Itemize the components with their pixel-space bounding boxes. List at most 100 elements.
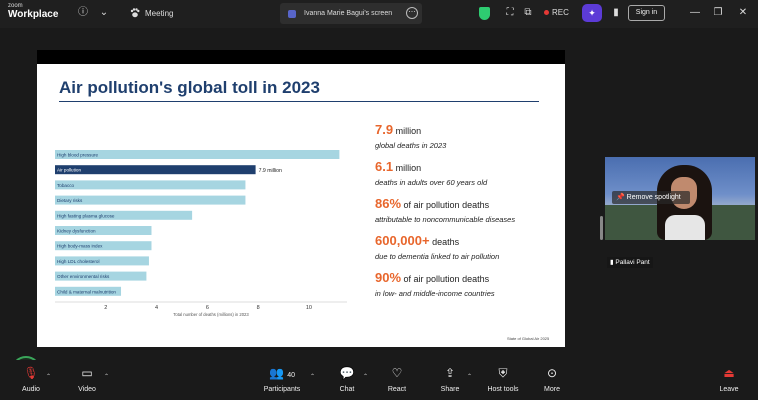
stat-unit: million — [393, 126, 422, 136]
paw-icon — [130, 8, 140, 18]
pin-icon: 📌 — [616, 194, 625, 201]
side-panel-icon[interactable]: ▮ — [613, 7, 619, 18]
more-options-icon[interactable]: ⋯ — [406, 7, 418, 19]
bar-category-label: Air pollution — [57, 168, 81, 173]
restore-icon[interactable]: ❐ — [713, 7, 723, 18]
bar-category-label: Kidney dysfunction — [57, 229, 96, 234]
bar-category-label: Tobacco — [57, 183, 75, 188]
chat-caret-icon[interactable]: ⌃ — [363, 374, 369, 380]
meeting-stage: Air pollution's global toll in 2023 High… — [0, 28, 758, 386]
chat-label: Chat — [339, 386, 355, 393]
bar-category-label: High blood pressure — [57, 153, 99, 158]
slide-source: State of Global Air 2025 — [507, 336, 550, 341]
stat-value: 7.9 — [375, 122, 394, 137]
brand-small: zoom — [8, 3, 23, 9]
stat-item: 600,000+ deaths due to dementia linked t… — [375, 232, 499, 261]
x-axis-title: Total number of deaths (millions) in 202… — [173, 312, 249, 317]
bar-category-label: High body-mass index — [57, 244, 103, 249]
meeting-tab[interactable]: Meeting — [130, 8, 173, 18]
chevron-down-icon[interactable]: ⌄ — [99, 7, 109, 18]
video-caret-icon[interactable]: ⌃ — [104, 374, 110, 380]
rec-label: REC — [552, 8, 569, 17]
chart-bar — [55, 286, 122, 296]
close-icon[interactable]: ✕ — [738, 7, 748, 18]
stat-value: 600,000+ — [375, 233, 430, 248]
participant-name: Pallavi Pant — [615, 259, 650, 266]
recording-indicator[interactable]: REC — [544, 8, 569, 17]
info-icon[interactable]: ⓘ — [78, 7, 88, 18]
participants-caret-icon[interactable]: ⌃ — [310, 374, 316, 380]
share-tab-label: Ivanna Marie Bagui's screen — [304, 10, 393, 17]
remove-spotlight-button[interactable]: 📌 Remove spotlight — [612, 191, 690, 204]
chart-bar — [55, 195, 246, 205]
stat-unit: million — [393, 163, 422, 173]
host-tools-label: Host tools — [487, 386, 519, 393]
share-caret-icon[interactable]: ⌃ — [467, 374, 473, 380]
chart-bar — [55, 271, 147, 281]
chart-bar — [55, 180, 246, 190]
share-button[interactable]: ⇪ Share — [438, 365, 462, 393]
participant-name-tag: ▮ Pallavi Pant — [607, 257, 653, 268]
fullscreen-icon[interactable]: ⛶ — [506, 7, 514, 18]
ai-companion-icon[interactable]: ✦ — [582, 4, 602, 22]
risk-factor-chart: High blood pressure Air pollution 7.9 mill… — [37, 50, 565, 347]
react-label: React — [387, 386, 407, 393]
stat-item: 90% of air pollution deaths in low- and … — [375, 269, 495, 298]
participants-count: 40 — [287, 372, 296, 379]
heart-icon: ♡ — [391, 366, 403, 380]
stat-item: 7.9 million global deaths in 2023 — [375, 121, 446, 150]
audio-caret-icon[interactable]: ⌃ — [46, 374, 52, 380]
x-tick-label: 8 — [257, 305, 260, 311]
minimize-icon[interactable]: — — [690, 7, 700, 18]
stat-unit: deaths — [429, 237, 460, 247]
host-tools-button[interactable]: ⛨ Host tools — [484, 365, 522, 393]
more-dots-icon: ⊙ — [546, 366, 558, 380]
brand-large: Workplace — [8, 9, 59, 20]
chart-bar — [55, 210, 193, 220]
audio-label: Audio — [22, 386, 40, 393]
video-button[interactable]: ▭ Video — [74, 365, 100, 393]
top-bar: zoom Workplace ⓘ ⌄ Meeting Ivanna Marie … — [0, 0, 758, 28]
audio-button[interactable]: 🎙 Audio — [20, 365, 42, 393]
microphone-muted-icon: 🎙 — [23, 366, 39, 380]
chart-bar — [55, 256, 149, 266]
video-panel-scroll-handle[interactable] — [600, 216, 603, 240]
stat-description: due to dementia linked to air pollution — [375, 252, 500, 261]
camera-icon: ▭ — [81, 366, 93, 380]
x-tick-label: 4 — [155, 305, 158, 311]
participants-icon: 👥 40 — [268, 366, 296, 380]
popout-icon[interactable]: ⧉ — [524, 7, 532, 18]
bar-value-label: 7.9 million — [259, 168, 282, 174]
x-tick-label: 6 — [206, 305, 209, 311]
video-label: Video — [78, 386, 96, 393]
more-button[interactable]: ⊙ More — [540, 365, 564, 393]
chart-bar — [55, 226, 152, 235]
chat-button[interactable]: 💬 Chat — [336, 365, 358, 393]
slide-title: Air pollution's global toll in 2023 — [59, 78, 320, 97]
react-button[interactable]: ♡ React — [385, 365, 409, 393]
stat-description: global deaths in 2023 — [375, 141, 447, 150]
bar-category-label: Child & maternal malnutrition — [57, 289, 116, 294]
slide-top-band — [37, 50, 565, 64]
sign-in-button[interactable]: Sign in — [628, 5, 665, 21]
participants-button[interactable]: 👥 40 Participants — [261, 365, 303, 393]
bar-category-label: High LDL cholesterol — [57, 259, 99, 264]
stat-description: attributable to noncommunicable diseases — [375, 215, 516, 224]
leave-door-icon: ⏏ — [723, 366, 735, 380]
stat-value: 6.1 — [375, 159, 394, 174]
leave-button[interactable]: ⏏ Leave — [717, 365, 741, 393]
x-tick-label: 10 — [306, 305, 312, 311]
bar-category-label: High fasting plasma glucose — [57, 213, 115, 218]
shared-slide: Air pollution's global toll in 2023 High… — [37, 50, 565, 347]
leave-label: Leave — [719, 386, 739, 393]
meeting-label: Meeting — [145, 8, 174, 18]
screen-share-icon — [288, 9, 296, 18]
more-label: More — [544, 386, 560, 393]
participant-body — [665, 215, 705, 240]
shield-icon[interactable] — [479, 7, 490, 20]
signal-icon: ▮ — [610, 259, 614, 266]
zoom-logo: zoom Workplace — [8, 3, 58, 20]
share-screen-tab[interactable]: Ivanna Marie Bagui's screen ⋯ — [280, 3, 422, 24]
stat-unit: of air pollution deaths — [401, 274, 490, 284]
